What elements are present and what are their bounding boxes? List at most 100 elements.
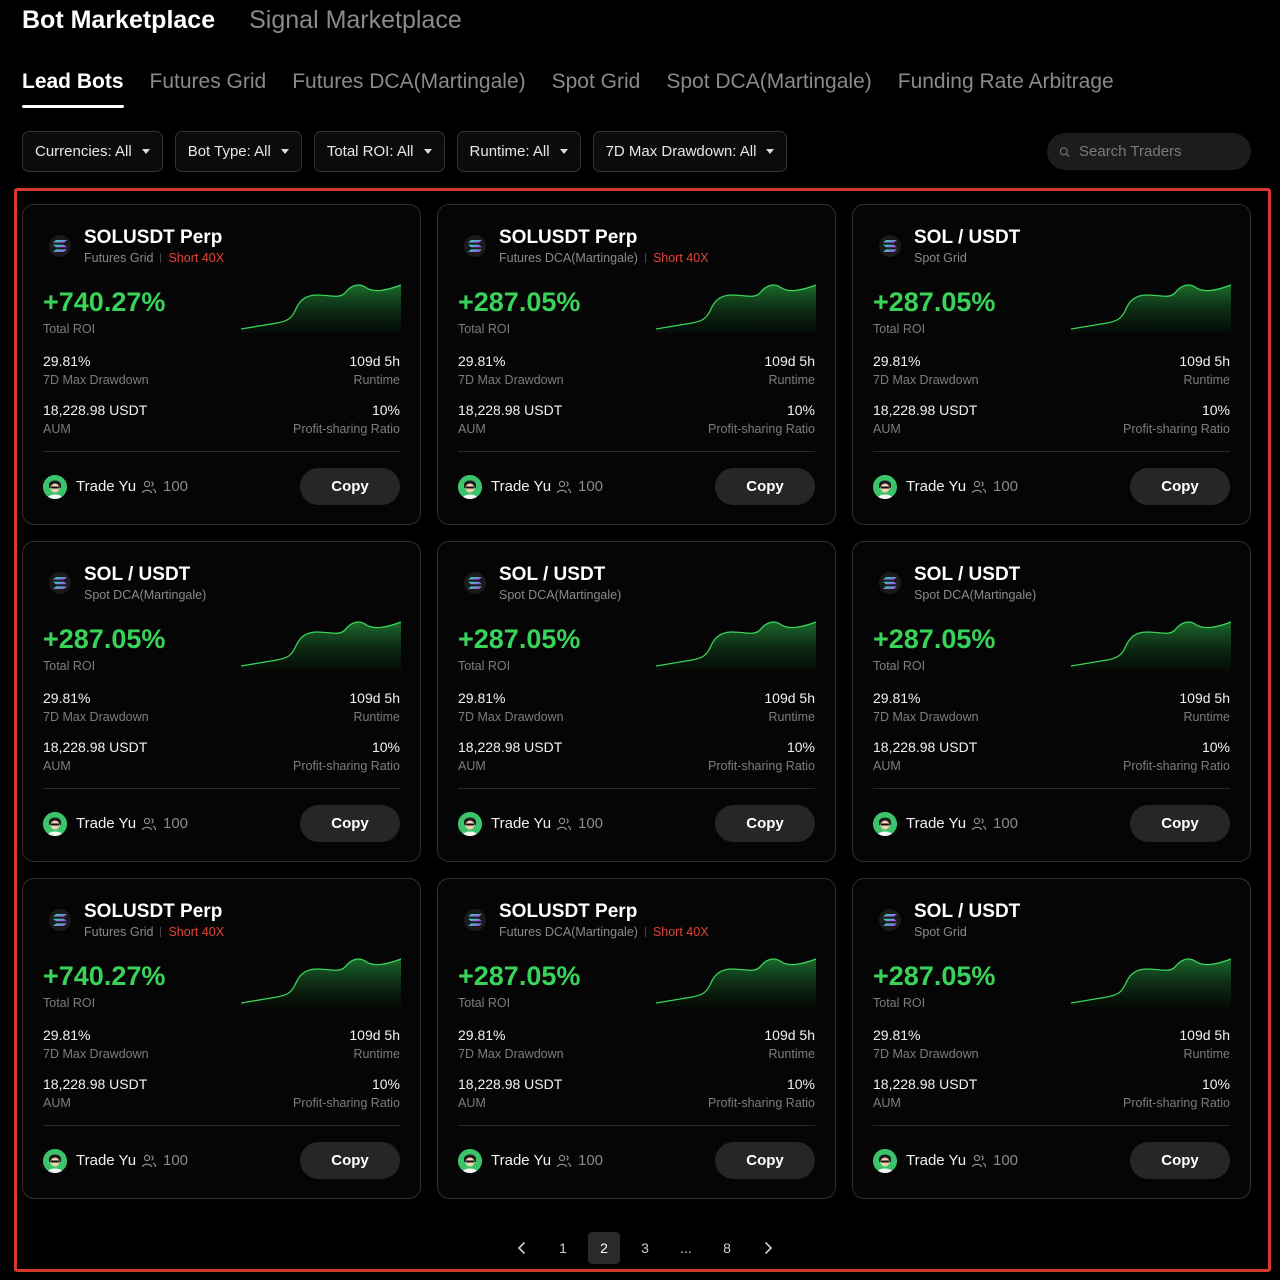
total-roi-value: +287.05%: [873, 287, 996, 317]
trader-name[interactable]: Trade Yu: [76, 478, 137, 495]
copy-button[interactable]: Copy: [1130, 805, 1230, 842]
filter-runtime[interactable]: Runtime: All: [456, 131, 581, 172]
tab-futures-grid[interactable]: Futures Grid: [149, 70, 267, 93]
tab-futures-dca[interactable]: Futures DCA(Martingale): [292, 70, 526, 93]
runtime-label: Runtime: [1183, 1047, 1230, 1061]
trader-avatar[interactable]: [873, 475, 897, 499]
bot-card[interactable]: SOL / USDT Spot Grid +287.05% Total ROI …: [852, 204, 1251, 525]
chevron-left-icon[interactable]: [506, 1232, 538, 1264]
drawdown-value: 29.81%: [458, 353, 506, 369]
followers-icon: [556, 817, 572, 831]
total-roi-label: Total ROI: [43, 659, 96, 673]
trader-avatar[interactable]: [458, 475, 482, 499]
runtime-value: 109d 5h: [1179, 353, 1230, 369]
copy-button[interactable]: Copy: [715, 805, 815, 842]
drawdown-value: 29.81%: [43, 353, 91, 369]
tab-spot-grid[interactable]: Spot Grid: [551, 70, 641, 93]
copy-button[interactable]: Copy: [1130, 468, 1230, 505]
leverage-badge: Short 40X: [652, 925, 709, 939]
leverage-badge: Short 40X: [168, 251, 225, 265]
trader-avatar[interactable]: [43, 1149, 67, 1173]
followers-count: 100: [578, 1152, 604, 1169]
aum-value: 18,228.98 USDT: [873, 402, 978, 418]
trader-name[interactable]: Trade Yu: [491, 1152, 552, 1169]
trader-name[interactable]: Trade Yu: [76, 1152, 137, 1169]
bot-card[interactable]: SOL / USDT Spot DCA(Martingale) +287.05%…: [437, 541, 836, 862]
aum-label: AUM: [43, 1096, 71, 1110]
followers-icon: [556, 1154, 572, 1168]
filter-currencies[interactable]: Currencies: All: [22, 131, 163, 172]
bot-type: Futures Grid: [84, 925, 154, 939]
sparkline-line: [656, 284, 816, 330]
aum-label: AUM: [43, 422, 71, 436]
tab-spot-dca[interactable]: Spot DCA(Martingale): [666, 70, 872, 93]
trader-name[interactable]: Trade Yu: [906, 1152, 967, 1169]
sparkline-line: [241, 958, 401, 1004]
trader-avatar[interactable]: [43, 812, 67, 836]
runtime-label: Runtime: [768, 1047, 815, 1061]
page-2[interactable]: 2: [588, 1232, 620, 1264]
bot-card[interactable]: SOLUSDT Perp Futures Grid Short 40X +740…: [22, 204, 421, 525]
trader-avatar[interactable]: [458, 1149, 482, 1173]
page-8[interactable]: 8: [723, 1240, 731, 1256]
copy-button[interactable]: Copy: [715, 468, 815, 505]
copy-button[interactable]: Copy: [300, 468, 400, 505]
search-box[interactable]: [1047, 133, 1251, 170]
tab-signal-marketplace[interactable]: Signal Marketplace: [249, 5, 462, 34]
card-divider: [873, 788, 1230, 789]
total-roi-value: +287.05%: [458, 287, 581, 317]
runtime-label: Runtime: [768, 710, 815, 724]
sparkline-line: [241, 284, 401, 330]
sparkline-area: [656, 285, 816, 333]
trader-name[interactable]: Trade Yu: [491, 478, 552, 495]
trader-name[interactable]: Trade Yu: [491, 815, 552, 832]
followers-icon: [556, 480, 572, 494]
aum-label: AUM: [873, 759, 901, 773]
card-divider: [458, 788, 815, 789]
drawdown-value: 29.81%: [43, 690, 91, 706]
chevron-right-icon[interactable]: [752, 1232, 784, 1264]
meta-separator: [644, 927, 646, 937]
filter-max-drawdown[interactable]: 7D Max Drawdown: All: [592, 131, 788, 172]
roi-sparkline: [241, 284, 401, 333]
tab-bot-marketplace[interactable]: Bot Marketplace: [22, 5, 216, 34]
copy-button[interactable]: Copy: [1130, 1142, 1230, 1179]
filter-total-roi[interactable]: Total ROI: All: [313, 131, 445, 172]
copy-button[interactable]: Copy: [300, 1142, 400, 1179]
tab-lead-bots[interactable]: Lead Bots: [22, 64, 124, 108]
bot-card[interactable]: SOL / USDT Spot DCA(Martingale) +287.05%…: [22, 541, 421, 862]
trader-avatar[interactable]: [873, 812, 897, 836]
page-3[interactable]: 3: [641, 1240, 649, 1256]
trader-name[interactable]: Trade Yu: [906, 478, 967, 495]
trader-avatar[interactable]: [873, 1149, 897, 1173]
filter-bot-type[interactable]: Bot Type: All: [174, 131, 302, 172]
bot-card[interactable]: SOLUSDT Perp Futures Grid Short 40X +740…: [22, 878, 421, 1199]
trader-name[interactable]: Trade Yu: [906, 815, 967, 832]
bot-card[interactable]: SOLUSDT Perp Futures DCA(Martingale) Sho…: [437, 204, 836, 525]
runtime-value: 109d 5h: [349, 690, 400, 706]
total-roi-value: +287.05%: [873, 624, 996, 654]
page-ellipsis: ...: [680, 1240, 692, 1256]
bot-card[interactable]: SOL / USDT Spot DCA(Martingale) +287.05%…: [852, 541, 1251, 862]
sparkline-line: [1071, 621, 1231, 667]
trader-name[interactable]: Trade Yu: [76, 815, 137, 832]
profit-share-label: Profit-sharing Ratio: [293, 1096, 400, 1110]
copy-button[interactable]: Copy: [715, 1142, 815, 1179]
drawdown-label: 7D Max Drawdown: [458, 1047, 564, 1061]
bot-type: Spot Grid: [914, 925, 967, 939]
followers-count: 100: [163, 478, 189, 495]
runtime-value: 109d 5h: [1179, 1027, 1230, 1043]
solana-logo-icon: [49, 909, 71, 931]
runtime-value: 109d 5h: [349, 1027, 400, 1043]
tab-funding-rate-arbitrage[interactable]: Funding Rate Arbitrage: [897, 70, 1114, 93]
leverage-badge: Short 40X: [168, 925, 225, 939]
trading-pair: SOL / USDT: [499, 564, 606, 585]
page-1[interactable]: 1: [559, 1240, 567, 1256]
trader-avatar[interactable]: [43, 475, 67, 499]
search-input[interactable]: [1079, 143, 1239, 160]
bot-card[interactable]: SOLUSDT Perp Futures DCA(Martingale) Sho…: [437, 878, 836, 1199]
copy-button[interactable]: Copy: [300, 805, 400, 842]
trader-avatar[interactable]: [458, 812, 482, 836]
bot-type: Spot DCA(Martingale): [499, 588, 622, 602]
bot-card[interactable]: SOL / USDT Spot Grid +287.05% Total ROI …: [852, 878, 1251, 1199]
